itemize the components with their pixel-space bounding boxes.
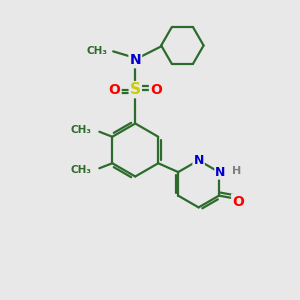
Text: H: H [232, 166, 242, 176]
Text: N: N [194, 154, 204, 167]
Text: O: O [150, 82, 162, 97]
Text: O: O [232, 194, 244, 208]
Text: CH₃: CH₃ [70, 165, 91, 175]
Text: CH₃: CH₃ [86, 46, 107, 56]
Text: O: O [109, 82, 121, 97]
Text: N: N [215, 166, 226, 178]
Text: CH₃: CH₃ [70, 125, 91, 135]
Text: N: N [130, 53, 141, 67]
Text: S: S [130, 82, 141, 97]
